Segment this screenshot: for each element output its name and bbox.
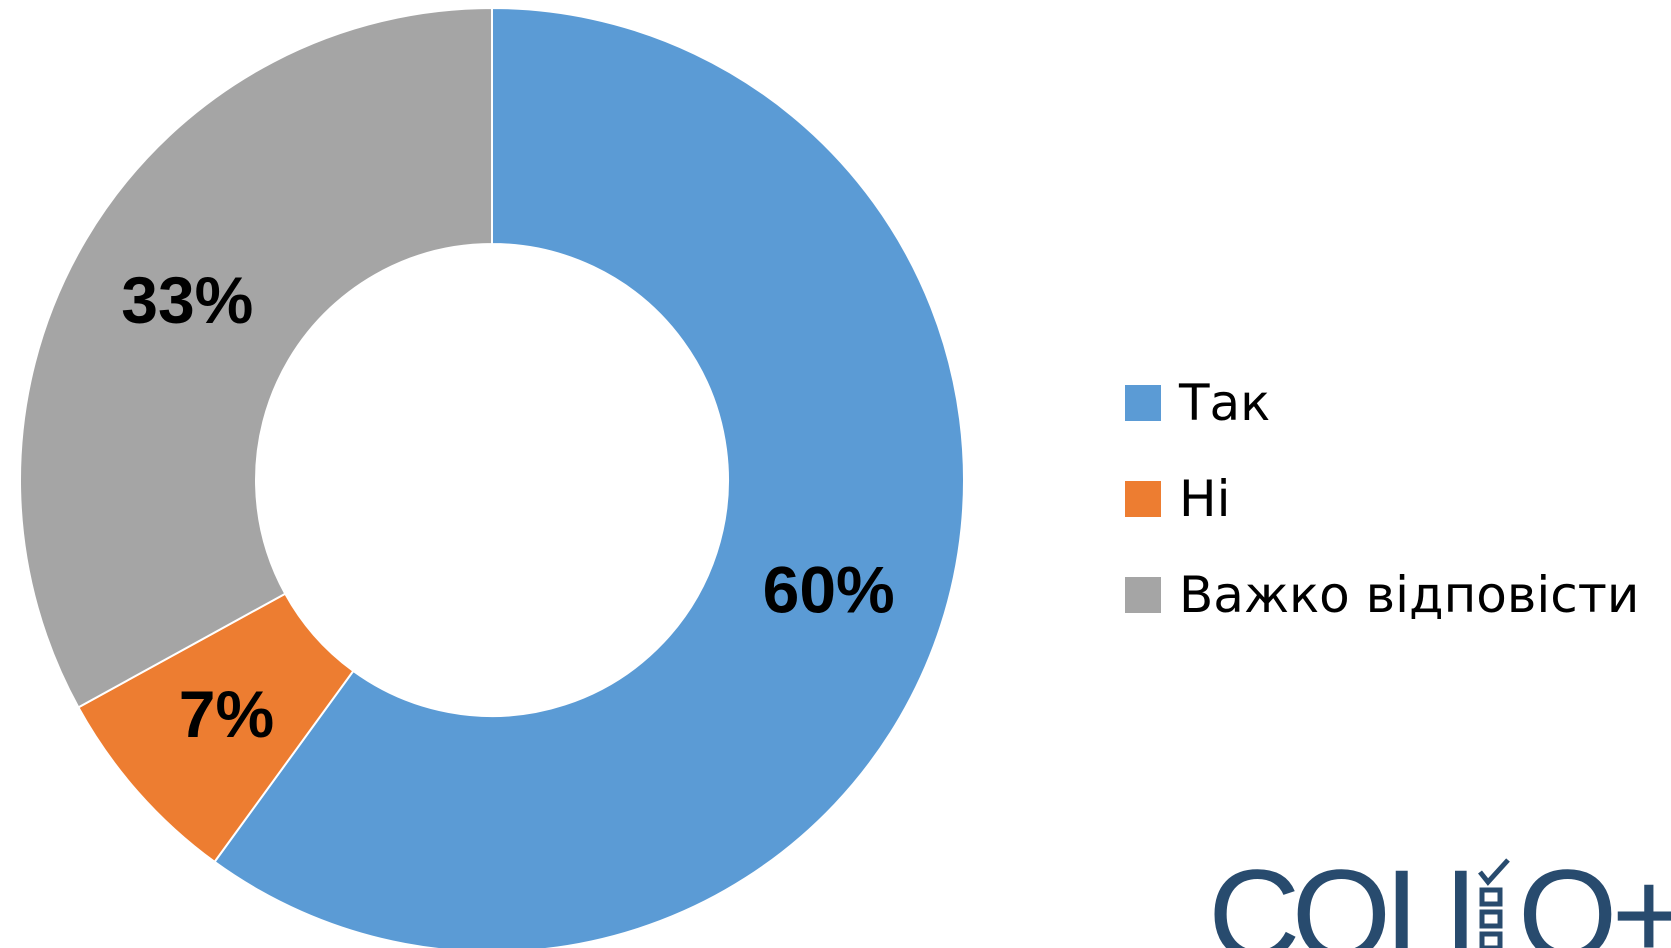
legend-item-yes: Так: [1125, 355, 1639, 451]
data-label-hard-to-say: 33%: [121, 263, 253, 337]
sociо-plus-logo: СОЦ О+: [1208, 852, 1671, 948]
legend-swatch-hard-to-say: [1125, 577, 1161, 613]
slice-yes: [213, 6, 965, 948]
legend-label-hard-to-say: Важко відповісти: [1179, 566, 1640, 624]
data-label-no: 7%: [179, 677, 274, 751]
legend-item-hard-to-say: Важко відповісти: [1125, 547, 1639, 643]
legend: Так Ні Важко відповісти: [1125, 355, 1639, 643]
slice-hard-to-say: [19, 6, 493, 709]
logo-text-right: О+: [1517, 844, 1671, 948]
logo-text-left: СОЦ: [1208, 844, 1480, 948]
legend-swatch-yes: [1125, 385, 1161, 421]
donut-chart: 60% 7% 33%: [19, 6, 965, 948]
legend-swatch-no: [1125, 481, 1161, 517]
legend-item-no: Ні: [1125, 451, 1639, 547]
legend-label-no: Ні: [1179, 470, 1231, 528]
legend-label-yes: Так: [1179, 374, 1271, 432]
data-label-yes: 60%: [763, 552, 895, 626]
checkbox-list-icon: [1477, 858, 1510, 948]
